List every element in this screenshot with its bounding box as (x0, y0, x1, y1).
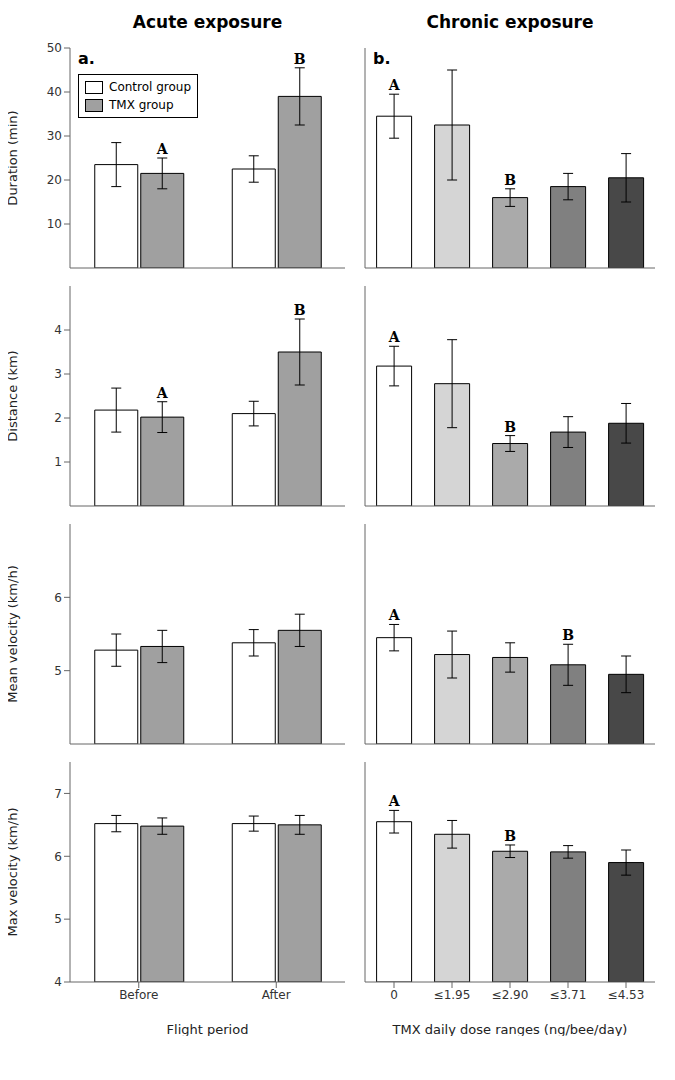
svg-text:TMX daily dose ranges (ng/bee/: TMX daily dose ranges (ng/bee/day) (392, 1022, 628, 1036)
svg-text:4: 4 (54, 323, 62, 337)
svg-text:Flight period: Flight period (167, 1022, 249, 1036)
svg-text:A: A (388, 329, 401, 345)
svg-text:A: A (388, 793, 401, 809)
svg-text:A: A (388, 77, 401, 93)
svg-text:After: After (262, 988, 291, 1002)
svg-text:A: A (156, 141, 169, 157)
svg-text:5: 5 (54, 664, 62, 678)
html-text:Acute exposure: Acute exposure (132, 12, 283, 32)
svg-text:40: 40 (47, 85, 62, 99)
svg-text:≤4.53: ≤4.53 (608, 988, 645, 1002)
html-text:Chronic exposure: Chronic exposure (426, 12, 594, 32)
svg-text:Mean velocity (km/h): Mean velocity (km/h) (8, 565, 20, 702)
svg-text:Distance (km): Distance (km) (8, 350, 20, 441)
html-text:a.: a. (78, 49, 95, 68)
html-text:b.: b. (373, 49, 391, 68)
html-text:Control group: Control group (109, 80, 191, 94)
svg-text:0: 0 (390, 988, 398, 1002)
svg-text:B: B (562, 627, 574, 643)
svg-text:A: A (388, 607, 401, 623)
svg-text:≤3.71: ≤3.71 (550, 988, 587, 1002)
svg-text:7: 7 (54, 787, 62, 801)
svg-text:4: 4 (54, 975, 62, 989)
svg-text:6: 6 (54, 850, 62, 864)
svg-text:B: B (504, 172, 516, 188)
svg-text:6: 6 (54, 591, 62, 605)
svg-text:≤2.90: ≤2.90 (492, 988, 529, 1002)
svg-text:B: B (504, 828, 516, 844)
svg-text:Before: Before (119, 988, 158, 1002)
svg-text:3: 3 (54, 367, 62, 381)
svg-text:5: 5 (54, 912, 62, 926)
svg-text:≤1.95: ≤1.95 (434, 988, 471, 1002)
svg-text:2: 2 (54, 411, 62, 425)
svg-text:B: B (294, 302, 306, 318)
svg-text:B: B (504, 419, 516, 435)
svg-text:A: A (156, 385, 169, 401)
svg-text:1: 1 (54, 455, 62, 469)
svg-text:30: 30 (47, 129, 62, 143)
svg-text:10: 10 (47, 217, 62, 231)
svg-text:20: 20 (47, 173, 62, 187)
html-text:TMX group: TMX group (109, 98, 174, 112)
svg-text:B: B (294, 51, 306, 67)
svg-text:50: 50 (47, 41, 62, 55)
svg-text:Duration (min): Duration (min) (8, 110, 20, 205)
svg-text:Max velocity (km/h): Max velocity (km/h) (8, 808, 20, 937)
